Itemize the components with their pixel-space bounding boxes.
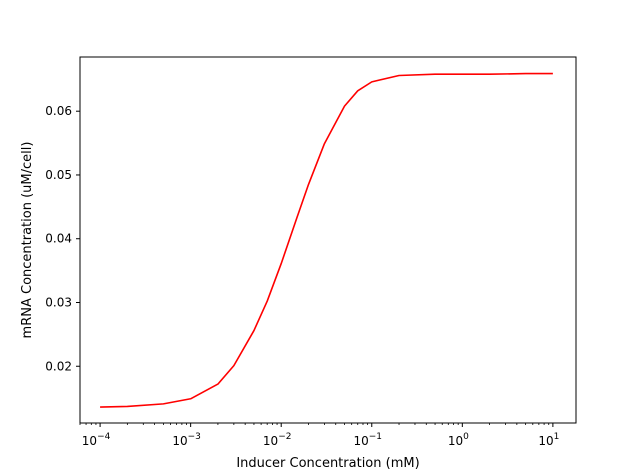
x-tick-label: 100 bbox=[448, 432, 469, 448]
x-tick-label: 10−4 bbox=[82, 432, 111, 448]
y-axis-ticks: 0.02 0.03 0.04 0.05 0.06 bbox=[45, 104, 80, 373]
x-tick-label: 101 bbox=[538, 432, 559, 448]
y-axis-label: mRNA Concentration (uM/cell) bbox=[20, 142, 35, 339]
series-layer bbox=[100, 72, 553, 408]
y-tick-label: 0.06 bbox=[45, 104, 72, 118]
x-axis-ticks: 10−4 10−3 10−2 10−1 100 101 bbox=[79, 423, 559, 448]
y-tick-label: 0.03 bbox=[45, 295, 72, 309]
y-tick-label: 0.05 bbox=[45, 168, 72, 182]
x-tick-label: 10−2 bbox=[263, 432, 292, 448]
x-tick-label: 10−3 bbox=[172, 432, 201, 448]
x-axis-label: Inducer Concentration (mM) bbox=[236, 456, 419, 471]
plot-area bbox=[80, 57, 576, 423]
series-line bbox=[100, 72, 553, 408]
y-tick-label: 0.04 bbox=[45, 232, 72, 246]
y-tick-label: 0.02 bbox=[45, 359, 72, 373]
x-tick-label: 10−1 bbox=[353, 432, 382, 448]
plot-frame bbox=[79, 56, 577, 424]
